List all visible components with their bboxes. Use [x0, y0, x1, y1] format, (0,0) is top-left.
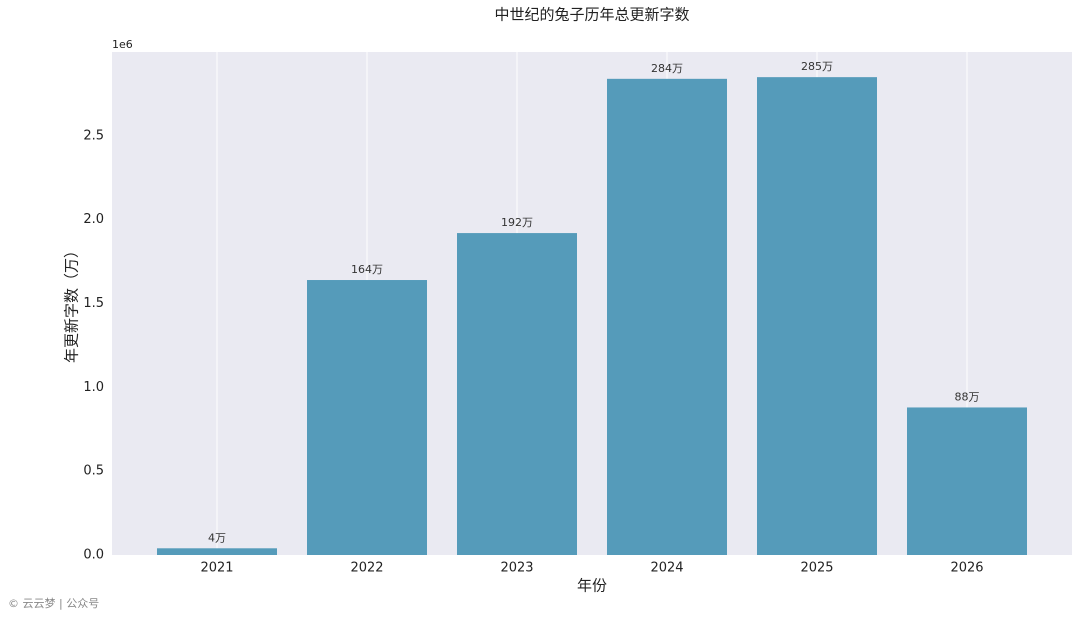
axis-offset-label: 1e6	[112, 38, 133, 51]
bar	[757, 77, 877, 556]
value-label: 88万	[955, 390, 980, 403]
bar	[907, 407, 1027, 555]
x-tick-label: 2025	[800, 561, 833, 576]
y-tick-label: 0.0	[83, 548, 104, 563]
bar	[157, 548, 277, 555]
chart-title: 中世纪的兔子历年总更新字数	[494, 6, 689, 24]
y-tick-label: 0.5	[83, 464, 104, 479]
value-label: 285万	[801, 60, 833, 73]
value-label: 284万	[651, 62, 683, 75]
x-tick-label: 2024	[650, 561, 683, 576]
x-axis-label: 年份	[577, 577, 607, 595]
y-tick-label: 1.5	[83, 296, 104, 311]
x-tick-label: 2026	[950, 561, 983, 576]
bar	[457, 233, 577, 555]
y-axis-label: 年更新字数（万）	[63, 243, 81, 363]
y-tick-label: 2.5	[83, 128, 104, 143]
x-tick-label: 2023	[500, 561, 533, 576]
bar	[607, 78, 727, 556]
value-label: 164万	[351, 263, 383, 276]
value-label: 4万	[208, 531, 226, 544]
x-tick-label: 2021	[200, 561, 233, 576]
x-tick-label: 2022	[350, 561, 383, 576]
value-label: 192万	[501, 216, 533, 229]
bar	[307, 280, 427, 555]
watermark: © 云云梦 | 公众号	[8, 597, 99, 610]
y-tick-label: 2.0	[83, 212, 104, 227]
y-tick-label: 1.0	[83, 380, 104, 395]
